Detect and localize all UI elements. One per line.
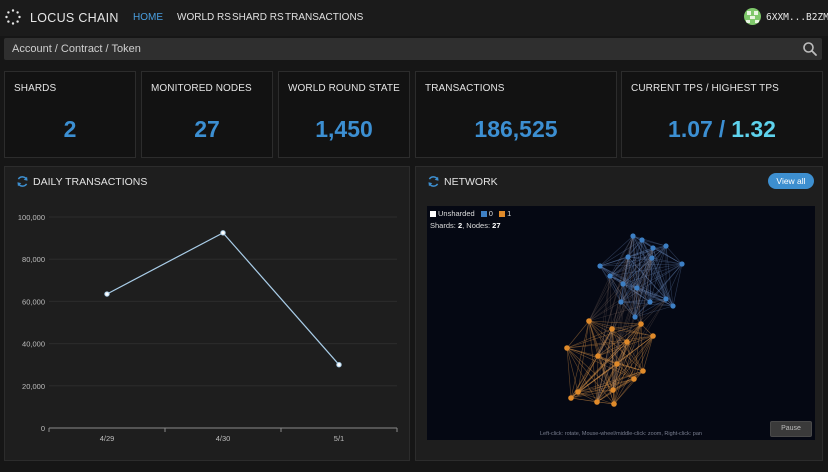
- node-shard-0: [663, 296, 669, 302]
- node-shard-0: [625, 254, 631, 260]
- search-bar: [4, 38, 822, 60]
- node-shard-1: [609, 326, 615, 332]
- node-shard-0: [663, 243, 669, 249]
- node-shard-1: [624, 339, 630, 345]
- shards-count: 2: [457, 221, 463, 230]
- search-input[interactable]: [4, 38, 784, 60]
- stat-value-tps: 1.07/1.32: [622, 116, 822, 143]
- daily-transactions-panel: DAILY TRANSACTIONS 0 20,000 40,000 60,000 80…: [4, 166, 410, 461]
- y-tick-label: 20,000: [22, 382, 45, 391]
- view-all-button[interactable]: View all: [768, 173, 814, 189]
- node-shard-0: [618, 299, 624, 305]
- x-tick-label: 4/30: [216, 434, 231, 443]
- stat-value: 27: [194, 116, 220, 142]
- node-shard-1: [610, 387, 616, 393]
- series-line: [106, 232, 340, 366]
- stat-title: TRANSACTIONS: [425, 83, 505, 94]
- node-shard-0: [679, 261, 685, 267]
- legend-item-unsharded: Unsharded: [430, 209, 475, 218]
- stat-title: CURRENT TPS / HIGHEST TPS: [631, 83, 779, 94]
- node-shard-1: [586, 318, 592, 324]
- locus-chain-logo-icon: [5, 9, 21, 25]
- brand-name[interactable]: LOCUS CHAIN: [30, 11, 119, 25]
- node-shard-1: [595, 353, 601, 359]
- y-tick-label: 0: [41, 424, 45, 433]
- node-shard-0: [632, 314, 638, 320]
- user-avatar[interactable]: [744, 8, 761, 25]
- node-shard-1: [640, 368, 646, 374]
- node-shard-0: [597, 263, 603, 269]
- search-icon[interactable]: [802, 41, 818, 57]
- network-summary: Shards: 2, Nodes: 27: [430, 221, 501, 230]
- node-shard-0: [607, 273, 613, 279]
- nav-world-rs[interactable]: WORLD RS: [177, 12, 231, 23]
- top-navbar: LOCUS CHAIN HOME WORLD RS SHARD RS TRANS…: [0, 0, 828, 36]
- node-shard-0: [634, 285, 640, 291]
- node-shard-1: [611, 401, 617, 407]
- network-graph[interactable]: [427, 206, 815, 440]
- y-tick-label: 80,000: [22, 255, 45, 264]
- data-point: [220, 230, 226, 236]
- node-shard-1: [614, 361, 620, 367]
- stat-card-world-round-state: WORLD ROUND STATE 1,450: [278, 71, 410, 158]
- y-tick-label: 60,000: [22, 297, 45, 306]
- network-controls-hint: Left-click: rotate, Mouse-wheel/middle-c…: [539, 431, 702, 437]
- data-point: [104, 291, 110, 297]
- stat-title: SHARDS: [14, 83, 57, 94]
- user-account-id[interactable]: 6XXM...B2ZM: [766, 12, 828, 23]
- network-panel: NETWORK View all Unsharded 0 1 Shards: 2…: [415, 166, 823, 461]
- x-tick-label: 4/29: [100, 434, 115, 443]
- node-shard-0: [649, 255, 655, 261]
- stat-value: 2: [63, 116, 77, 142]
- stat-card-transactions: TRANSACTIONS 186,525: [415, 71, 617, 158]
- nav-shard-rs[interactable]: SHARD RS: [232, 12, 284, 23]
- highest-tps-value: 1.32: [731, 116, 776, 142]
- y-tick-label: 40,000: [22, 340, 45, 349]
- node-shard-1: [568, 395, 574, 401]
- network-graph-canvas[interactable]: Unsharded 0 1 Shards: 2, Nodes: 27 Left-…: [427, 206, 815, 440]
- pause-button[interactable]: Pause: [770, 421, 812, 437]
- y-tick-label: 100,000: [18, 213, 45, 222]
- node-shard-0: [647, 299, 653, 305]
- network-legend: Unsharded 0 1: [430, 209, 515, 218]
- network-edges: [566, 235, 683, 405]
- node-shard-1: [564, 345, 570, 351]
- stat-value: 186,525: [474, 116, 558, 142]
- nodes-count: 27: [492, 221, 501, 230]
- stat-title: MONITORED NODES: [151, 83, 252, 94]
- panel-title: NETWORK: [444, 176, 498, 188]
- stat-card-tps: CURRENT TPS / HIGHEST TPS 1.07/1.32: [621, 71, 823, 158]
- tps-separator: /: [718, 116, 726, 142]
- legend-item-shard-0: 0: [480, 209, 493, 218]
- refresh-icon: [17, 176, 28, 187]
- network-nodes: [564, 233, 685, 407]
- stat-card-shards: SHARDS 2: [4, 71, 136, 158]
- daily-transactions-chart: 0 20,000 40,000 60,000 80,000 100,000 4/29 4/30…: [18, 213, 398, 443]
- stat-value: 1,450: [315, 116, 373, 142]
- node-shard-1: [575, 389, 581, 395]
- nav-home[interactable]: HOME: [133, 12, 163, 23]
- node-shard-1: [631, 376, 637, 382]
- panel-title: DAILY TRANSACTIONS: [33, 176, 148, 188]
- node-shard-1: [594, 399, 600, 405]
- stat-card-monitored-nodes: MONITORED NODES 27: [141, 71, 273, 158]
- node-shard-0: [650, 245, 656, 251]
- node-shard-0: [620, 281, 626, 287]
- node-shard-0: [630, 233, 636, 239]
- node-shard-0: [670, 303, 676, 309]
- x-tick-label: 5/1: [334, 434, 344, 443]
- node-shard-1: [638, 321, 644, 327]
- node-shard-0: [639, 237, 645, 243]
- node-shard-1: [650, 333, 656, 339]
- refresh-icon: [428, 176, 439, 187]
- current-tps-value: 1.07: [668, 116, 713, 142]
- legend-item-shard-1: 1: [499, 209, 511, 218]
- nav-transactions[interactable]: TRANSACTIONS: [285, 12, 364, 23]
- stat-title: WORLD ROUND STATE: [288, 83, 400, 94]
- data-point: [336, 362, 342, 368]
